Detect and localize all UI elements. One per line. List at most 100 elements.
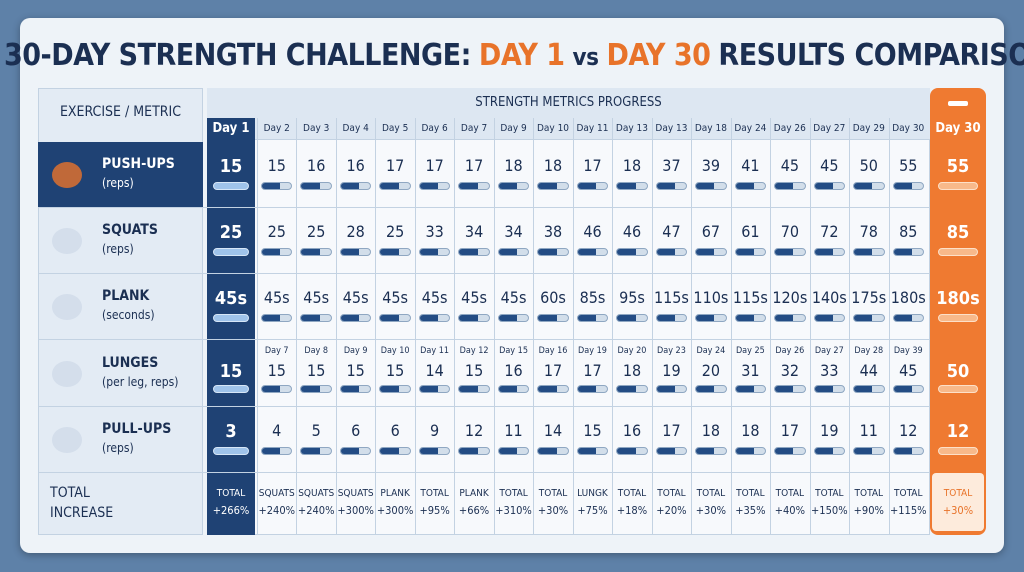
total-cell: TOTAL: [736, 488, 765, 499]
progress-bar: [458, 447, 490, 455]
column-divider: [651, 118, 653, 535]
dumbbell-icon: [948, 101, 968, 106]
progress-bar: [813, 314, 846, 322]
cell-value: 45s: [382, 288, 409, 307]
progress-bar: [576, 248, 609, 256]
total-cell: TOTAL: [696, 488, 726, 499]
exercise-unit: (reps): [102, 242, 134, 256]
cell-value: 18: [504, 156, 523, 175]
day-sublabel: Day 28: [854, 346, 884, 356]
progress-bar: [813, 447, 846, 455]
column-header: Day 7: [460, 123, 488, 134]
exercise-icon: [52, 294, 82, 320]
progress-bar: [892, 248, 924, 256]
progress-bar: [616, 447, 648, 455]
day1-value: 15: [219, 156, 243, 177]
cell-value: 45s: [421, 288, 448, 307]
cell-value: 45: [820, 156, 839, 175]
cell-value: 70: [780, 222, 799, 241]
progress-bar: [655, 385, 688, 393]
column-divider: [414, 118, 416, 535]
column-divider: [533, 118, 535, 535]
progress-bar: [892, 385, 924, 393]
progress-bar: [892, 314, 924, 322]
total-cell: +66%: [458, 504, 490, 517]
progress-bar: [655, 248, 688, 256]
progress-bar: [695, 447, 727, 455]
cell-value: 50: [859, 156, 878, 175]
progress-bar: [537, 385, 569, 393]
column-divider: [296, 118, 298, 535]
progress-bar: [537, 314, 569, 322]
total-cell: +18%: [616, 504, 648, 517]
total-cell: +240%: [258, 504, 296, 517]
cell-value: 61: [741, 222, 760, 241]
cell-value: 45s: [461, 288, 487, 307]
total-cell: LUNGK: [577, 488, 608, 499]
exercise-icon: [52, 361, 82, 387]
day-sublabel: Day 27: [814, 346, 844, 356]
cell-value: 25: [385, 222, 405, 241]
progress-bar: [938, 385, 978, 393]
day-sublabel: Day 16: [538, 346, 568, 356]
column-header: Day 26: [773, 123, 806, 134]
total-cell: PLANK: [459, 488, 489, 499]
total-cell: +310%: [495, 504, 532, 517]
total-cell: SQUATS: [337, 488, 374, 499]
progress-bar: [616, 248, 648, 256]
cell-value: 33: [425, 222, 444, 241]
column-divider: [493, 118, 495, 535]
progress-bar: [853, 385, 885, 393]
day-sublabel: Day 15: [499, 346, 528, 356]
total-cell: TOTAL: [657, 488, 686, 499]
cell-value: 12: [899, 421, 918, 440]
progress-bar: [418, 248, 451, 256]
day-sublabel: Day 26: [775, 346, 805, 356]
cell-value: 15: [583, 421, 602, 440]
cell-value: 85s: [579, 288, 606, 307]
cell-value: 15: [267, 361, 286, 380]
title-part: 30-DAY STRENGTH CHALLENGE:: [4, 38, 471, 73]
exercise-unit: (reps): [102, 441, 134, 455]
progress-bar: [734, 314, 767, 322]
total-cell: +20%: [656, 504, 687, 517]
cell-value: 39: [701, 156, 721, 175]
progress-bar: [892, 182, 924, 190]
progress-bar: [734, 385, 767, 393]
cell-value: 25: [307, 222, 326, 241]
progress-bar: [339, 248, 372, 256]
progress-bar: [616, 314, 648, 322]
progress-bar: [734, 447, 767, 455]
exercise-icon: [52, 228, 82, 254]
progress-bar: [938, 447, 978, 455]
total-cell: +240%: [297, 504, 335, 517]
progress-bar: [774, 248, 806, 256]
day-sublabel: Day 9: [343, 346, 368, 356]
cell-value: 17: [662, 421, 681, 440]
total-cell: TOTAL: [420, 488, 449, 499]
cell-value: 5: [311, 421, 321, 440]
cell-value: 15: [346, 361, 365, 380]
cell-value: 46: [622, 222, 642, 241]
progress-bar: [339, 314, 372, 322]
progress-bar: [576, 182, 609, 190]
total-day1: TOTAL: [216, 488, 246, 499]
progress-bar: [300, 385, 332, 393]
column-header: Day 13: [655, 123, 688, 134]
cell-value: 34: [464, 222, 484, 241]
progress-bar: [853, 248, 885, 256]
column-header: Day 1: [212, 121, 250, 136]
cell-value: 18: [622, 156, 642, 175]
cell-value: 72: [820, 222, 839, 241]
cell-value: 17: [780, 421, 799, 440]
total-cell: TOTAL: [499, 488, 528, 499]
exercise-name: PULL-UPS: [102, 421, 172, 437]
exercise-unit: (seconds): [102, 308, 155, 322]
title-part: vs: [572, 43, 599, 71]
progress-bar: [261, 314, 293, 322]
cell-value: 38: [543, 222, 563, 241]
progress-bar: [938, 248, 978, 256]
cell-value: 95s: [619, 288, 645, 307]
day-sublabel: Day 12: [459, 346, 489, 356]
title-part: RESULTS COMPARISON: [718, 38, 1024, 73]
